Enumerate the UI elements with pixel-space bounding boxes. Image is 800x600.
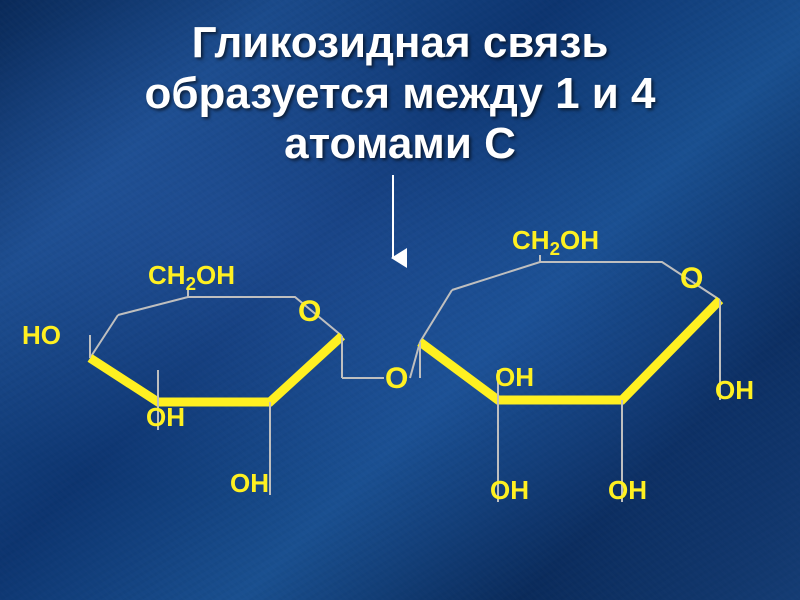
chemistry-diagram bbox=[0, 0, 800, 600]
label-ch2oh_right: CH2OH bbox=[512, 225, 599, 260]
right-ring-front bbox=[420, 300, 720, 400]
label-o_ring_left: O bbox=[298, 295, 321, 329]
right-ring-leftedge bbox=[420, 290, 452, 342]
label-o_ring_right: O bbox=[680, 262, 703, 296]
left-ring-leftedge bbox=[90, 315, 118, 358]
label-oh_r_far: OH bbox=[715, 375, 754, 406]
left-ring-front bbox=[90, 336, 342, 402]
label-oh_r_inner: OH bbox=[495, 362, 534, 393]
label-oh_l_under: OH bbox=[146, 402, 185, 433]
label-oh_r_b2: OH bbox=[608, 475, 647, 506]
label-o_glyco: O bbox=[385, 362, 408, 396]
label-oh_l_bottom: OH bbox=[230, 468, 269, 499]
glyco-seg2 bbox=[410, 342, 420, 378]
label-ho_left: HO bbox=[22, 320, 61, 351]
label-oh_r_b1: OH bbox=[490, 475, 529, 506]
label-ch2oh_left: CH2OH bbox=[148, 260, 235, 295]
